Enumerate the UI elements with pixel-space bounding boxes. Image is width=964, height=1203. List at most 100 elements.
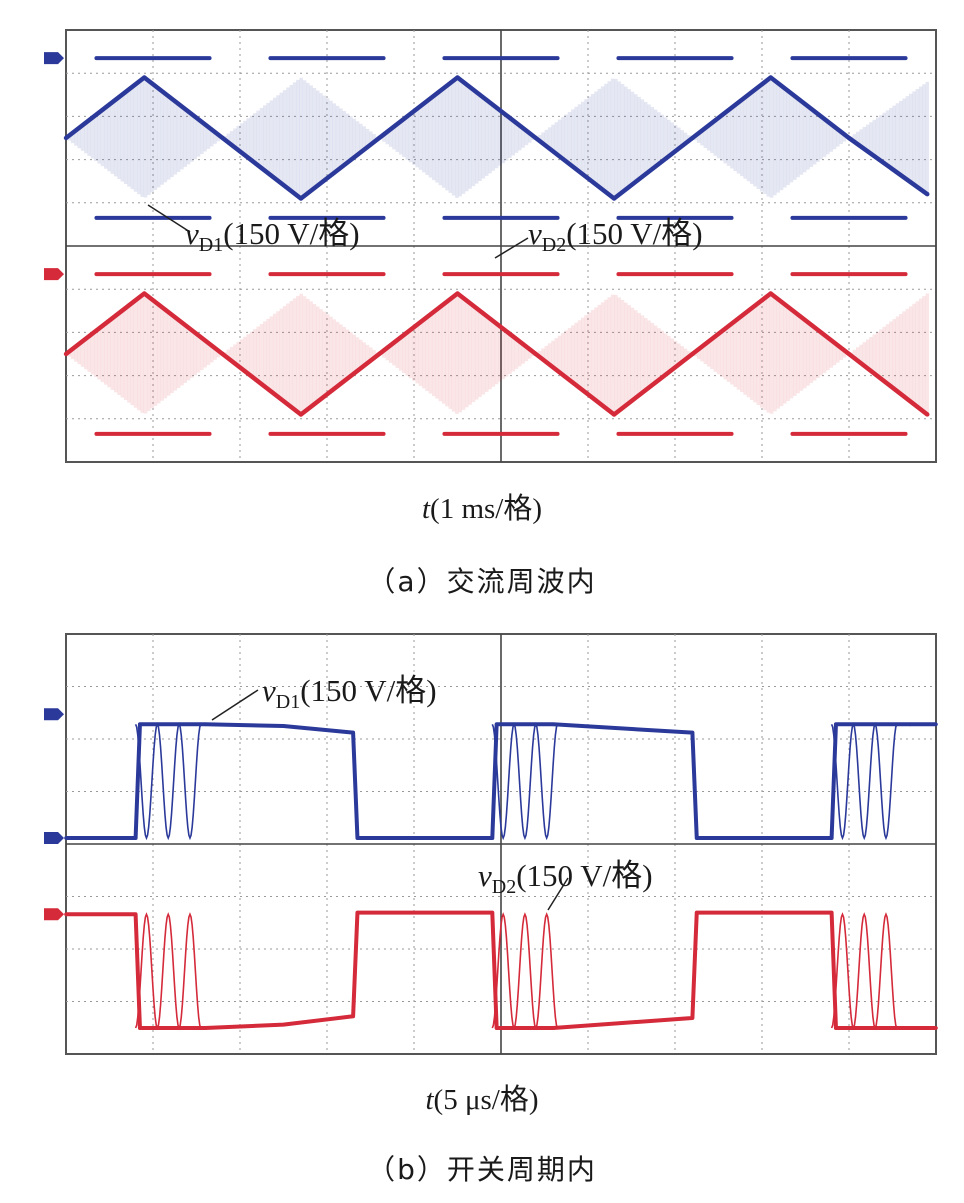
point-vD1-b — [203, 722, 207, 727]
channel-marker-vD1-a — [44, 52, 64, 65]
point-vD2-a — [925, 412, 930, 417]
leader-vd2-b — [547, 877, 569, 911]
series-vD2-b — [44, 908, 938, 1031]
point-vD2-b — [355, 910, 360, 915]
point-vD2-a — [690, 351, 695, 357]
point-vD2-b — [64, 912, 68, 917]
point-vD1-b — [490, 836, 495, 840]
point-vD2-a — [533, 351, 538, 357]
ringing-vD2 — [134, 912, 202, 1031]
point-vD1-b — [829, 836, 834, 840]
point-vD2-a — [768, 291, 773, 296]
point-vD1-b — [351, 730, 355, 735]
point-vD1-b — [908, 722, 912, 727]
label-vd1-b-unit: (150 V/格) — [300, 673, 437, 708]
label-vd1-b: vD1(150 V/格) — [262, 665, 437, 714]
point-vD1-b — [138, 722, 142, 727]
point-vD1-a — [768, 75, 773, 80]
scope-b-plot — [44, 633, 938, 1055]
series-vD1-b — [44, 708, 938, 844]
scope-a-plot — [44, 29, 937, 463]
caption-a: （a）交流周波内 — [367, 565, 597, 598]
point-vD2-a — [455, 291, 460, 296]
caption-b: （b）开关周期内 — [367, 1153, 597, 1186]
trace-vD1-a — [64, 75, 929, 201]
point-vD1-a — [455, 75, 460, 80]
scope-a-grid — [65, 29, 937, 463]
point-vD2-a — [611, 412, 617, 417]
ringing-vD1 — [830, 722, 898, 841]
point-vD1-a — [690, 135, 695, 141]
x-axis-label-a: t(1 ms/格) — [0, 485, 964, 527]
point-vD1-b — [694, 836, 699, 840]
point-vD2-a — [63, 351, 69, 357]
label-vd2-b-sub: D2 — [491, 876, 517, 899]
x-axis-var-a: t — [421, 493, 431, 525]
point-vD1-a — [925, 191, 930, 197]
point-vD2-a — [298, 412, 304, 417]
point-vD1-a — [846, 135, 852, 141]
panel-b: vD1(150 V/格) vD2(150 V/格) t(5 μs/格) （b）开… — [0, 610, 964, 1203]
point-vD2-a — [377, 351, 382, 357]
series-vD2-a — [44, 268, 930, 436]
ringing-vD1 — [491, 722, 559, 841]
ringing-vD2 — [491, 912, 559, 1031]
channel-marker-vD2-b — [44, 908, 64, 921]
label-vd1-a-unit: (150 V/格) — [223, 216, 360, 251]
x-axis-unit-a: (1 ms/格) — [430, 493, 543, 525]
point-vD2-b — [829, 910, 834, 915]
label-vd2-b-var: v — [478, 858, 492, 893]
channel-marker-vD1-b — [44, 708, 64, 721]
point-vD1-b — [355, 836, 360, 840]
point-vD2-b — [690, 1016, 695, 1020]
point-vD1-b — [494, 722, 499, 727]
point-vD2-b — [490, 910, 495, 915]
point-vD1-b — [934, 722, 938, 727]
point-vD2-a — [846, 351, 852, 357]
point-vD2-b — [203, 1026, 207, 1030]
point-vD1-a — [220, 135, 225, 141]
point-vD2-b — [133, 912, 138, 917]
point-vD1-a — [142, 75, 147, 80]
label-vd2-a-sub: D2 — [541, 234, 567, 257]
label-vd2-a-var: v — [528, 216, 542, 251]
point-vD1-b — [281, 724, 286, 728]
point-vD2-b — [834, 1026, 838, 1030]
trace-vD1-b — [66, 722, 936, 840]
label-vd2-a-unit: (150 V/格) — [566, 216, 703, 251]
point-vD1-b — [834, 722, 838, 727]
point-vD1-a — [298, 196, 304, 201]
point-vD1-a — [63, 135, 69, 141]
point-vD2-b — [494, 1026, 499, 1030]
point-vD1-a — [611, 196, 617, 201]
leader-vd2-a — [494, 237, 529, 259]
point-vD2-a — [142, 291, 147, 296]
label-vd2-b-unit: (150 V/格) — [516, 858, 653, 893]
label-vd1-a: vD1(150 V/格) — [185, 208, 360, 257]
point-vD1-b — [133, 836, 138, 840]
label-vd2-a: vD2(150 V/格) — [528, 208, 703, 257]
channel-marker-vD2-a — [44, 268, 64, 281]
point-vD1-a — [533, 135, 538, 141]
series-vD1-a — [44, 52, 930, 220]
scope-b-grid — [65, 633, 937, 1055]
label-vd1-a-sub: D1 — [198, 234, 224, 257]
label-vd1-a-var: v — [185, 216, 199, 251]
point-vD1-b — [551, 722, 555, 727]
point-vD2-a — [220, 351, 225, 357]
leader-vd1-b — [211, 689, 259, 721]
x-axis-label-b: t(5 μs/格) — [0, 1076, 964, 1118]
leader-vd1-a — [147, 204, 191, 233]
point-vD1-b — [64, 836, 68, 840]
point-vD2-b — [551, 1026, 555, 1030]
x-axis-var-b: t — [425, 1084, 434, 1116]
label-vd1-b-var: v — [262, 673, 276, 708]
point-vD2-b — [908, 1026, 912, 1030]
trace-vD2-b — [66, 910, 936, 1030]
label-vd2-b: vD2(150 V/格) — [478, 850, 653, 899]
point-vD2-b — [138, 1026, 142, 1030]
point-vD2-b — [351, 1014, 355, 1019]
trace-vD2-a — [64, 291, 929, 417]
ground-marker-vD1-b — [44, 832, 64, 844]
panel-a: vD1(150 V/格) vD2(150 V/格) t(1 ms/格) （a）交… — [0, 29, 964, 598]
